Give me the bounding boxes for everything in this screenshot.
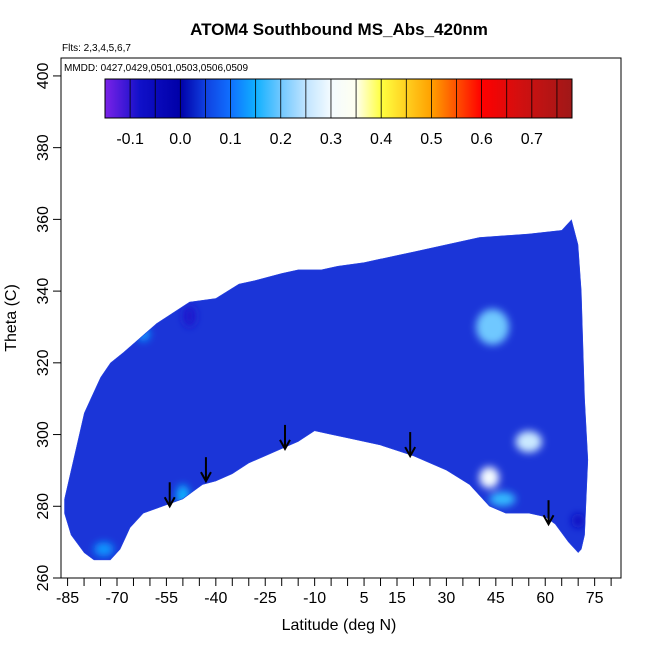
- x-axis-label: Latitude (deg N): [282, 617, 397, 634]
- colorbar-tick-label: 0.2: [270, 131, 292, 148]
- colorbar-tick-label: 0.3: [320, 131, 342, 148]
- x-tick-label: -25: [254, 590, 277, 607]
- x-tick-label: 45: [487, 590, 505, 607]
- y-tick-label: 320: [35, 349, 52, 376]
- x-tick-label: 5: [360, 590, 369, 607]
- x-axis: -85 -70 -55 -40 -25 -10 5 15 30 45 60 75: [56, 578, 612, 607]
- y-tick-label: 300: [35, 421, 52, 448]
- flights-label: Flts: 2,3,4,5,6,7: [62, 43, 131, 54]
- y-axis: 260 280 300 320 340 360 380 400: [35, 62, 61, 591]
- x-tick-label: -55: [155, 590, 178, 607]
- x-tick-label: -70: [105, 590, 128, 607]
- field-patch: [571, 513, 585, 528]
- y-tick-label: 260: [35, 565, 52, 592]
- field-patch: [489, 491, 516, 507]
- y-tick-label: 340: [35, 278, 52, 305]
- colorbar-tick-label: 0.6: [470, 131, 492, 148]
- field-patch: [479, 466, 500, 489]
- x-tick-label: -40: [204, 590, 227, 607]
- x-tick-label: 60: [536, 590, 554, 607]
- y-tick-label: 380: [35, 134, 52, 161]
- y-tick-label: 280: [35, 493, 52, 520]
- x-tick-label: -10: [303, 590, 326, 607]
- plot-frame: [60, 57, 622, 579]
- colorbar-tick-label: -0.1: [116, 131, 144, 148]
- plot-area: [64, 219, 589, 561]
- flight-arrows: [163, 424, 555, 527]
- dates-label: MMDD: 0427,0429,0501,0503,0506,0509: [64, 63, 248, 74]
- flight-arrow: [279, 424, 291, 451]
- field-patch: [93, 542, 114, 557]
- colorbar-tick-label: 0.1: [219, 131, 241, 148]
- flight-arrow: [404, 432, 417, 459]
- data-field: [64, 219, 589, 561]
- y-axis-label: Theta (C): [3, 284, 20, 352]
- y-tick-label: 400: [35, 62, 52, 89]
- x-tick-label: -85: [56, 590, 79, 607]
- flight-arrow: [542, 500, 555, 527]
- chart-title: ATOM4 Southbound MS_Abs_420nm: [190, 20, 488, 39]
- y-tick-label: 360: [35, 206, 52, 233]
- field-patch: [515, 430, 542, 453]
- flight-arrow: [163, 482, 176, 509]
- flight-arrow: [200, 457, 212, 484]
- colorbar: -0.1 0.0 0.1 0.2 0.3 0.4 0.5 0.6 0.7: [104, 78, 573, 148]
- colorbar-tick-label: 0.0: [169, 131, 191, 148]
- colorbar-tick-label: 0.5: [420, 131, 442, 148]
- x-tick-label: 15: [388, 590, 406, 607]
- colorbar-gradient: [104, 78, 573, 119]
- colorbar-tick-label: 0.4: [370, 131, 392, 148]
- x-tick-label: 75: [586, 590, 604, 607]
- x-tick-label: 30: [438, 590, 456, 607]
- field-patch: [182, 305, 197, 327]
- colorbar-tick-label: 0.7: [521, 131, 543, 148]
- field-patch: [476, 309, 509, 345]
- field-base: [64, 219, 589, 561]
